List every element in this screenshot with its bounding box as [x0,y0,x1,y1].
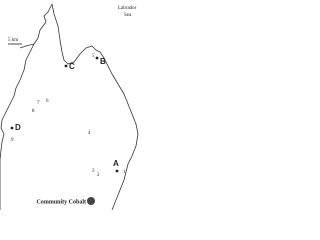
page: {"map": { "sea_label": ["Labrador", "Sea… [0,0,150,210]
background [0,0,150,210]
site-marker [64,64,68,68]
point-label: 6 [46,99,49,104]
site-label: A [113,159,119,168]
river [19,43,35,49]
community-marker [87,197,95,205]
point-label: 3 [92,169,95,174]
site-label: C [69,62,75,71]
site-marker [10,126,14,130]
coastline [0,3,53,210]
point-label: 7 [37,101,40,106]
site-marker [95,56,99,60]
point-label: 1 [123,170,126,175]
point-label: 4 [88,131,91,136]
point-label: 8 [32,109,35,114]
site-label: B [100,57,106,66]
sea-label: Labrador [118,6,137,11]
community-label: Community Cobalt [36,199,86,205]
point-label: 2 [97,173,100,178]
site-label: D [15,123,21,132]
coastline-east [103,57,139,210]
map: 5 km Labrador Sea A B C D 1 2 3 4 5 6 7 … [0,0,150,210]
point-label: 9 [11,138,14,143]
scale-label: 5 km [8,38,18,43]
coastline-north [51,3,105,65]
sea-label: Sea [124,13,132,18]
point-label: 5 [92,54,95,59]
site-marker [115,169,119,173]
